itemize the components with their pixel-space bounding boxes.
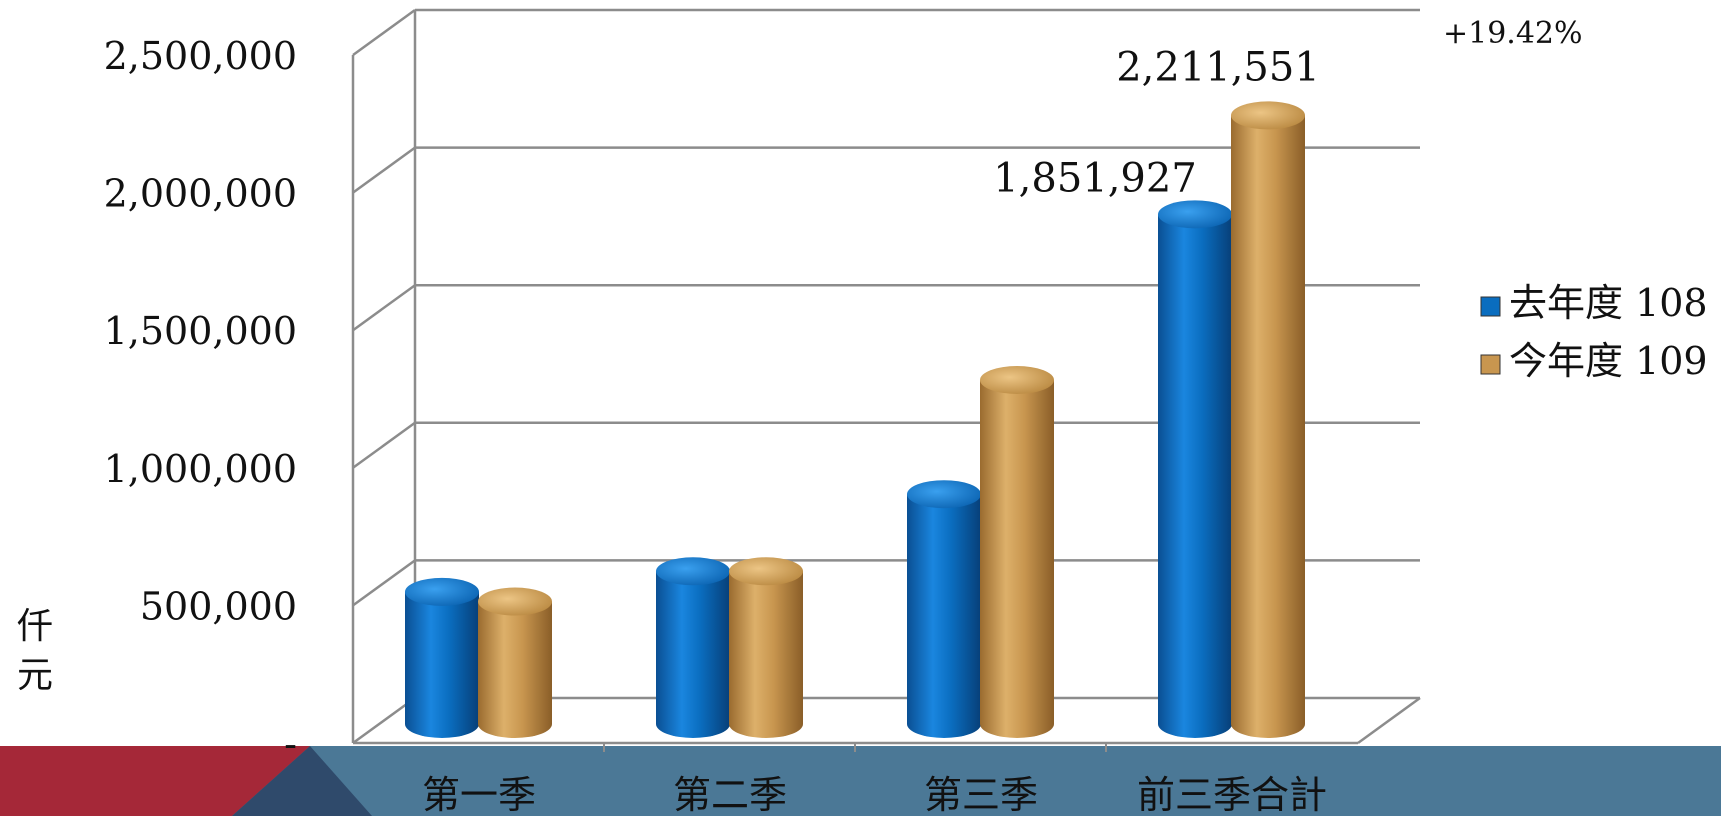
gridline-side [352,284,416,332]
legend-label: 今年度 109 [1509,339,1708,383]
bar [1231,101,1305,738]
bar-cap [729,557,803,586]
y-tick-label: - [284,722,297,766]
legend-swatch [1480,296,1501,317]
bar-body [907,494,981,738]
y-tick-label: 2,000,000 [104,172,297,216]
y-unit-label: 仟 元 [17,606,53,696]
floor-right-edge [1357,696,1421,745]
bar-body [729,571,803,738]
bar-body [980,380,1054,738]
legend-swatch [1480,354,1501,375]
bar-body [1158,214,1232,739]
y-tick-label: 1,500,000 [104,309,297,353]
legend: 去年度 108 今年度 109 [1480,281,1708,383]
bottom-band [0,746,1721,816]
legend-item: 今年度 109 [1480,339,1708,383]
y-tick-label: 500,000 [140,584,297,628]
bar [729,557,803,738]
data-label: 2,211,551 [1116,44,1320,90]
bar [1158,200,1232,739]
gridline-side [352,8,416,57]
bar-cap [478,587,552,616]
data-label: 1,851,927 [993,155,1197,201]
bar [907,480,981,738]
bars [405,101,1305,739]
growth-annotation: +19.42% [1443,16,1583,51]
category-labels: 第一季 第二季 第三季 前三季合計 [422,773,1327,816]
category-label: 第二季 [673,773,787,816]
y-tick-label: 1,000,000 [104,447,297,491]
bar-body [478,601,552,738]
bar [656,557,730,738]
y-axis-ticks: - 500,000 1,000,000 1,500,000 2,000,000 2,500… [104,34,297,766]
gridline-side [352,696,416,745]
x-axis-tick-marks [603,743,1107,752]
gridline-side [352,146,416,194]
y-tick-label: 2,500,000 [104,34,297,78]
category-label: 第一季 [422,773,536,816]
gridline-side [352,559,416,607]
data-labels: 1,851,927 2,211,551 [993,44,1320,201]
bar-body [405,591,479,738]
bar-cap [1158,200,1232,229]
bar-cap [656,557,730,586]
bar-cap [980,366,1054,394]
bar-cap [1231,101,1305,130]
bar-body [656,571,730,738]
bar-body [1231,115,1305,738]
y-unit-char-2: 元 [17,655,53,696]
bar [980,366,1054,738]
legend-label: 去年度 108 [1509,281,1708,325]
band-navy [232,746,372,816]
category-label: 前三季合計 [1137,773,1327,816]
bar [405,577,479,738]
gridline-side [352,421,416,469]
bar-cap [405,577,479,606]
bar-cap [907,480,981,509]
legend-item: 去年度 108 [1480,281,1708,325]
y-unit-char-1: 仟 [17,606,53,647]
bar [478,587,552,738]
category-label: 第三季 [924,773,1038,816]
band-red [0,746,310,816]
